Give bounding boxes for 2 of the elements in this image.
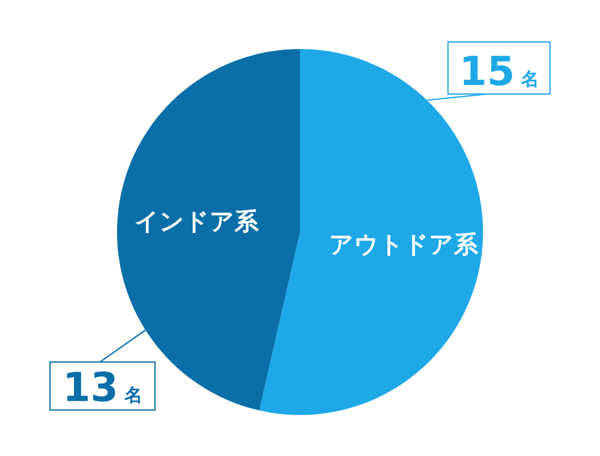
slice-label: アウトドア系 — [329, 230, 480, 259]
slice-label: インドア系 — [134, 207, 260, 236]
